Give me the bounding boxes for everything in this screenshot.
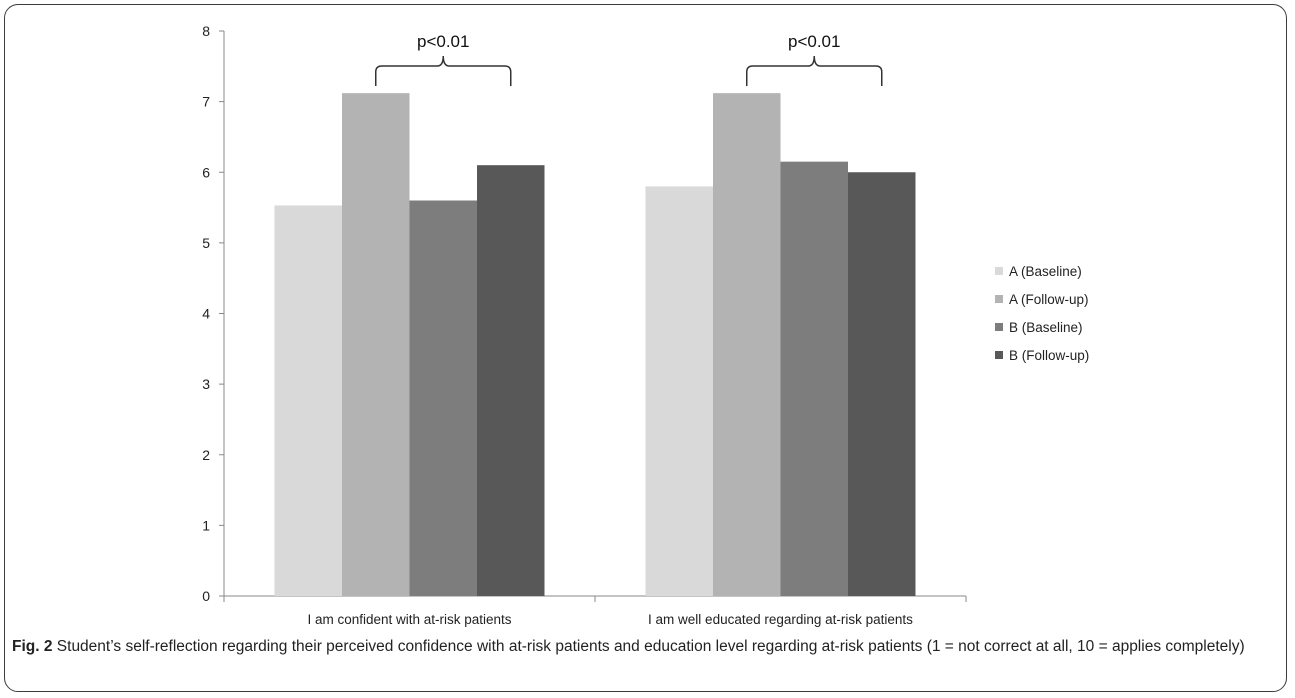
y-tick-label: 6 — [202, 164, 210, 180]
y-tick-label: 3 — [202, 376, 210, 392]
legend-swatch — [995, 351, 1003, 359]
legend-label: B (Follow-up) — [1009, 348, 1089, 363]
y-tick-label: 0 — [202, 588, 210, 604]
y-tick-label: 1 — [202, 517, 210, 533]
y-tick-label: 8 — [202, 23, 210, 39]
bar — [477, 165, 545, 596]
bar — [274, 205, 342, 596]
legend-swatch — [995, 323, 1003, 331]
bar — [780, 161, 848, 596]
bar — [409, 200, 477, 596]
bar — [713, 93, 781, 597]
figure-label: Fig. 2 — [12, 638, 53, 655]
legend-swatch — [995, 295, 1003, 303]
significance-bracket — [746, 55, 883, 86]
significance-label: p<0.01 — [417, 32, 469, 51]
y-tick-label: 4 — [202, 306, 210, 322]
bar-chart: 0 1 2 3 4 5 6 7 8 I am confident with at-risk pa… — [202, 23, 1089, 627]
legend-swatch — [995, 267, 1003, 275]
bar — [342, 93, 410, 597]
legend-label: B (Baseline) — [1009, 320, 1083, 335]
bars — [274, 93, 916, 597]
legend-label: A (Follow-up) — [1009, 292, 1089, 307]
bar — [645, 186, 713, 596]
y-tick-label: 7 — [202, 94, 210, 110]
significance-bracket — [375, 55, 512, 86]
y-axis-ticks: 0 1 2 3 4 5 6 7 8 — [202, 23, 967, 604]
y-tick-label: 2 — [202, 447, 210, 463]
x-axis-categories: I am confident with at-risk patients I am… — [307, 612, 913, 627]
x-category-label: I am well educated regarding at-risk pat… — [648, 612, 913, 627]
significance-label: p<0.01 — [788, 32, 840, 51]
legend: A (Baseline) A (Follow-up) B (Baseline) B (… — [995, 264, 1089, 363]
bar — [848, 172, 916, 596]
figure-caption-text: Student’s self-reflection regarding thei… — [56, 638, 1245, 655]
significance-annotations: p<0.01 p<0.01 — [375, 32, 883, 86]
y-tick-label: 5 — [202, 235, 210, 251]
figure-caption: Fig. 2 Student’s self-reflection regardi… — [12, 636, 1267, 658]
legend-label: A (Baseline) — [1009, 264, 1082, 279]
x-category-label: I am confident with at-risk patients — [307, 612, 511, 627]
